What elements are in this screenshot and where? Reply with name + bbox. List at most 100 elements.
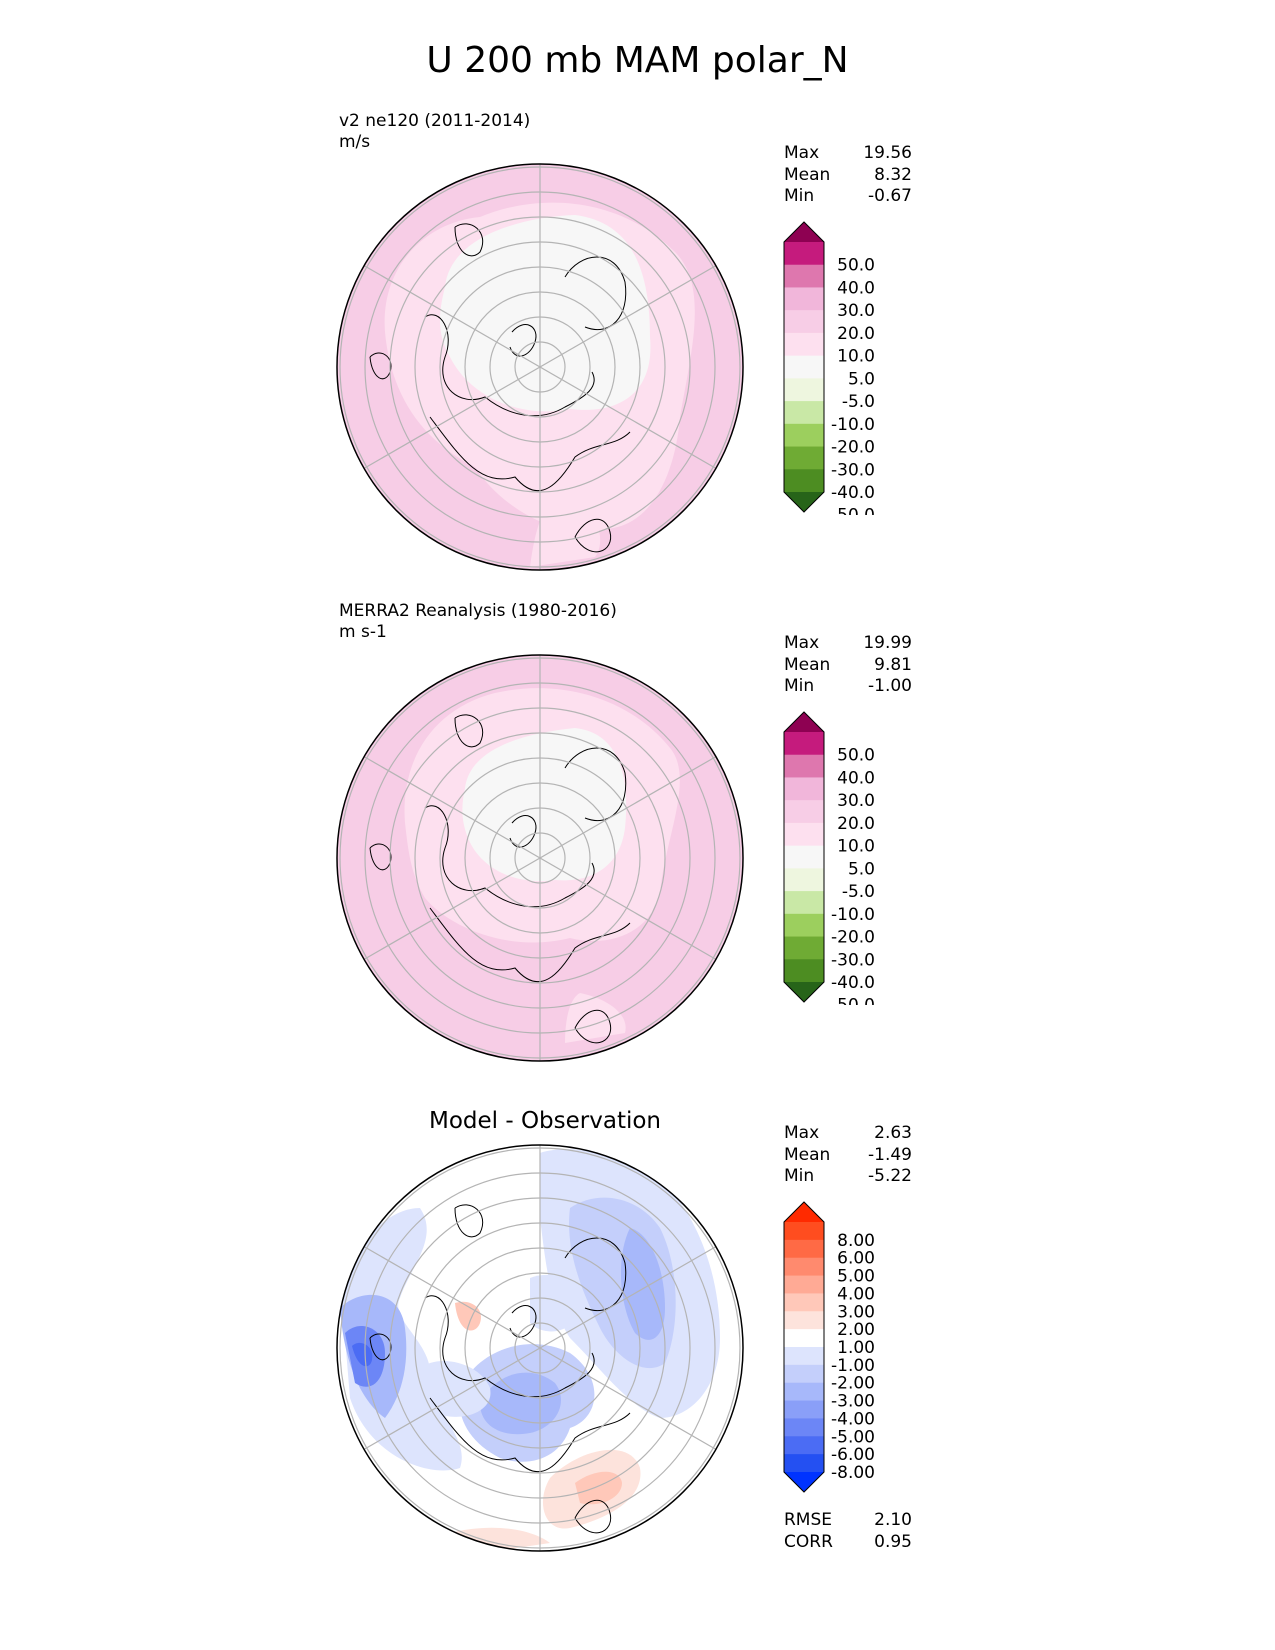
colorbar-tick-label: 40.0 xyxy=(837,278,875,298)
colorbar-segment xyxy=(784,469,824,493)
colorbar-segment xyxy=(784,891,824,915)
colorbar-extend-top xyxy=(784,1202,824,1222)
colorbar-segment xyxy=(784,777,824,801)
colorbar-segment xyxy=(784,355,824,379)
colorbar-tick-label: -50.0 xyxy=(831,506,875,515)
colorbar-segment xyxy=(784,332,824,357)
colorbar-extend-bottom xyxy=(784,1472,824,1492)
colorbar-segment xyxy=(784,1311,824,1330)
corr-label: CORR xyxy=(784,1531,833,1552)
colorbar-tick-label: -30.0 xyxy=(831,460,875,480)
colorbar-segment xyxy=(784,401,824,425)
test-polar-map xyxy=(336,163,744,571)
colorbar-segment xyxy=(784,310,824,334)
stat-mean-value: 8.32 xyxy=(874,164,912,185)
colorbar-segment xyxy=(784,1293,824,1312)
colorbar-tick-label: 5.00 xyxy=(837,1267,875,1287)
colorbar-extend-top xyxy=(784,712,824,732)
colorbar-tick-label: 2.00 xyxy=(837,1320,875,1340)
stat-max-label: Max xyxy=(784,143,820,163)
colorbar-tick-label: 30.0 xyxy=(837,301,875,321)
stat-min-value: -5.22 xyxy=(868,1166,912,1186)
colorbar-segment xyxy=(784,1275,824,1294)
colorbar-tick-label: 6.00 xyxy=(837,1249,875,1269)
rmse-value: 2.10 xyxy=(874,1510,912,1530)
colorbar-segment xyxy=(784,423,824,448)
test-colorbar: 50.040.0 30.0 20.0 10.05.0 -5.0 -10.0 -20.0-30… xyxy=(783,221,875,515)
colorbar-segment xyxy=(784,1239,824,1259)
stat-min-value: -1.00 xyxy=(868,676,912,696)
colorbar-segment xyxy=(784,1329,824,1348)
figure-title: U 200 mb MAM polar_N xyxy=(426,40,849,81)
colorbar-tick-label: 10.0 xyxy=(837,347,875,367)
colorbar-segment xyxy=(784,1364,824,1384)
colorbar-segment xyxy=(784,1454,824,1473)
colorbar-tick-label: -4.00 xyxy=(831,1409,875,1429)
stat-mean-label: Mean xyxy=(784,164,831,185)
colorbar-tick-label: 50.0 xyxy=(837,746,875,766)
stat-max-label: Max xyxy=(784,633,820,653)
colorbar-extend-bottom xyxy=(784,492,824,512)
colorbar-segment xyxy=(784,287,824,311)
colorbar-segment xyxy=(784,868,824,892)
colorbar-tick-label: -6.00 xyxy=(831,1445,875,1465)
colorbar-tick-label: 30.0 xyxy=(837,791,875,811)
colorbar-tick-label: -5.0 xyxy=(842,392,875,412)
colorbar-extend-bottom xyxy=(784,982,824,1002)
colorbar-tick-label: 20.0 xyxy=(837,814,875,834)
colorbar-segment xyxy=(784,754,824,778)
corr-value: 0.95 xyxy=(874,1531,912,1552)
stat-mean-value: 9.81 xyxy=(874,654,912,675)
colorbar-extend-top xyxy=(784,222,824,242)
graticule xyxy=(339,164,741,570)
colorbar-tick-label: -10.0 xyxy=(831,905,875,925)
diff-stats: Max 2.63 Mean -1.49 Min -5.22 xyxy=(784,1123,912,1188)
colorbar-segment xyxy=(784,264,824,288)
colorbar-tick-label: -40.0 xyxy=(831,973,875,993)
colorbar-segment xyxy=(784,913,824,938)
colorbar-segment xyxy=(784,1257,824,1277)
colorbar-tick-label: 40.0 xyxy=(837,768,875,788)
colorbar-tick-label: 10.0 xyxy=(837,837,875,857)
stat-min-value: -0.67 xyxy=(868,186,912,206)
colorbar-segment xyxy=(784,1400,824,1419)
colorbar-tick-label: -1.00 xyxy=(831,1356,875,1376)
diff-metrics: RMSE 2.10 CORR 0.95 xyxy=(784,1510,912,1553)
colorbar-segment xyxy=(784,378,824,402)
colorbar-segment xyxy=(784,822,824,847)
colorbar-segment xyxy=(784,1347,824,1366)
colorbar-segment xyxy=(784,800,824,824)
colorbar-segment xyxy=(784,732,824,756)
colorbar-segment xyxy=(784,242,824,266)
stat-max-value: 19.56 xyxy=(863,143,912,163)
colorbar-tick-label: -8.00 xyxy=(831,1463,875,1483)
test-units: m/s xyxy=(339,132,371,152)
ref-units: m s-1 xyxy=(339,622,387,642)
colorbar-segment xyxy=(784,845,824,869)
rmse-label: RMSE xyxy=(784,1510,833,1530)
colorbar-outline xyxy=(783,1201,825,1493)
stat-max-value: 2.63 xyxy=(874,1123,912,1143)
diff-colorbar: 8.006.005.004.003.002.001.00-1.00-2.00-3… xyxy=(783,1201,875,1493)
stat-max-label: Max xyxy=(784,1123,820,1143)
colorbar-tick-label: -5.0 xyxy=(842,882,875,902)
stat-min-label: Min xyxy=(784,186,815,206)
stat-min-label: Min xyxy=(784,676,815,696)
colorbar-tick-label: -30.0 xyxy=(831,950,875,970)
stat-max-value: 19.99 xyxy=(863,633,912,653)
colorbar-tick-label: -2.00 xyxy=(831,1374,875,1394)
test-dataset-label: v2 ne120 (2011-2014) m/s xyxy=(339,111,530,153)
colorbar-tick-label: 1.00 xyxy=(837,1338,875,1358)
colorbar-segment xyxy=(784,1382,824,1402)
colorbar-tick-label: 20.0 xyxy=(837,324,875,344)
colorbar-segment xyxy=(784,1418,824,1437)
colorbar-segment xyxy=(784,936,824,960)
colorbar-tick-label: 3.00 xyxy=(837,1302,875,1322)
ref-dataset-label: MERRA2 Reanalysis (1980-2016) m s-1 xyxy=(339,601,617,643)
colorbar-tick-label: 5.0 xyxy=(848,859,875,879)
colorbar-tick-label: -3.00 xyxy=(831,1392,875,1412)
ref-polar-map xyxy=(336,654,744,1062)
colorbar-tick-label: 50.0 xyxy=(837,256,875,276)
ref-colorbar: 50.040.0 30.0 20.0 10.05.0 -5.0 -10.0 -20.0-30… xyxy=(783,711,875,1005)
stat-min-label: Min xyxy=(784,1166,815,1186)
